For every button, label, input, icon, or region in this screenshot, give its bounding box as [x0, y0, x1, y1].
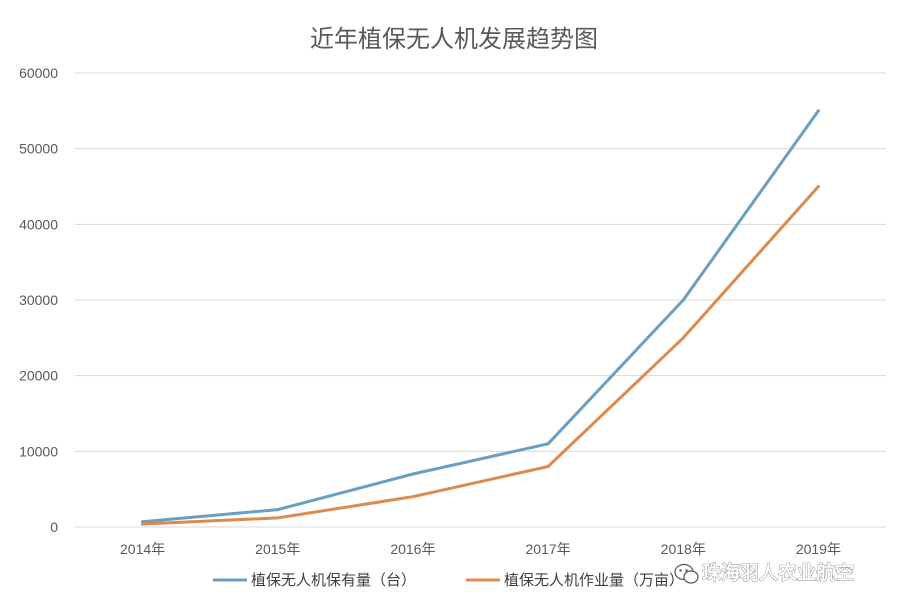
legend-label: 植保无人机保有量（台） — [251, 571, 416, 589]
y-tick-label: 10000 — [19, 443, 58, 459]
x-axis-tick-labels: 2014年 2015年 2016年 2017年 2018年 2019年 — [120, 541, 841, 557]
data-point — [411, 472, 415, 476]
data-point — [681, 298, 685, 302]
x-tick-label: 2019年 — [796, 541, 841, 557]
chart-title: 近年植保无人机发展趋势图 — [310, 25, 598, 53]
data-point — [546, 442, 550, 446]
x-tick-label: 2017年 — [526, 541, 571, 557]
series-line-0 — [141, 109, 820, 524]
series-lines — [141, 109, 820, 526]
grid-lines — [75, 72, 886, 528]
data-point — [276, 508, 280, 512]
y-tick-label: 30000 — [19, 292, 58, 308]
data-point — [141, 522, 145, 526]
data-point — [411, 495, 415, 499]
data-point — [816, 109, 820, 113]
watermark: 珠海羽人农业航空 — [674, 561, 854, 584]
wechat-icon — [674, 563, 699, 584]
legend-label: 植保无人机作业量（万亩） — [504, 571, 684, 589]
x-tick-label: 2014年 — [120, 541, 165, 557]
y-tick-label: 50000 — [19, 141, 58, 157]
legend: 植保无人机保有量（台） 植保无人机作业量（万亩） — [213, 571, 684, 589]
data-point — [816, 185, 820, 188]
x-tick-label: 2015年 — [255, 541, 300, 557]
data-point — [681, 336, 685, 340]
y-axis-tick-labels: 0 10000 20000 30000 40000 50000 60000 — [19, 65, 58, 535]
x-tick-label: 2018年 — [661, 541, 706, 557]
watermark-text: 珠海羽人农业航空 — [702, 561, 854, 584]
y-tick-label: 60000 — [19, 65, 58, 81]
data-point — [141, 520, 145, 524]
series-line-1 — [141, 185, 820, 526]
data-point — [276, 516, 280, 520]
y-tick-label: 40000 — [19, 216, 58, 232]
y-tick-label: 0 — [50, 519, 58, 535]
x-tick-label: 2016年 — [390, 541, 435, 557]
data-point — [546, 464, 550, 468]
y-tick-label: 20000 — [19, 368, 58, 384]
